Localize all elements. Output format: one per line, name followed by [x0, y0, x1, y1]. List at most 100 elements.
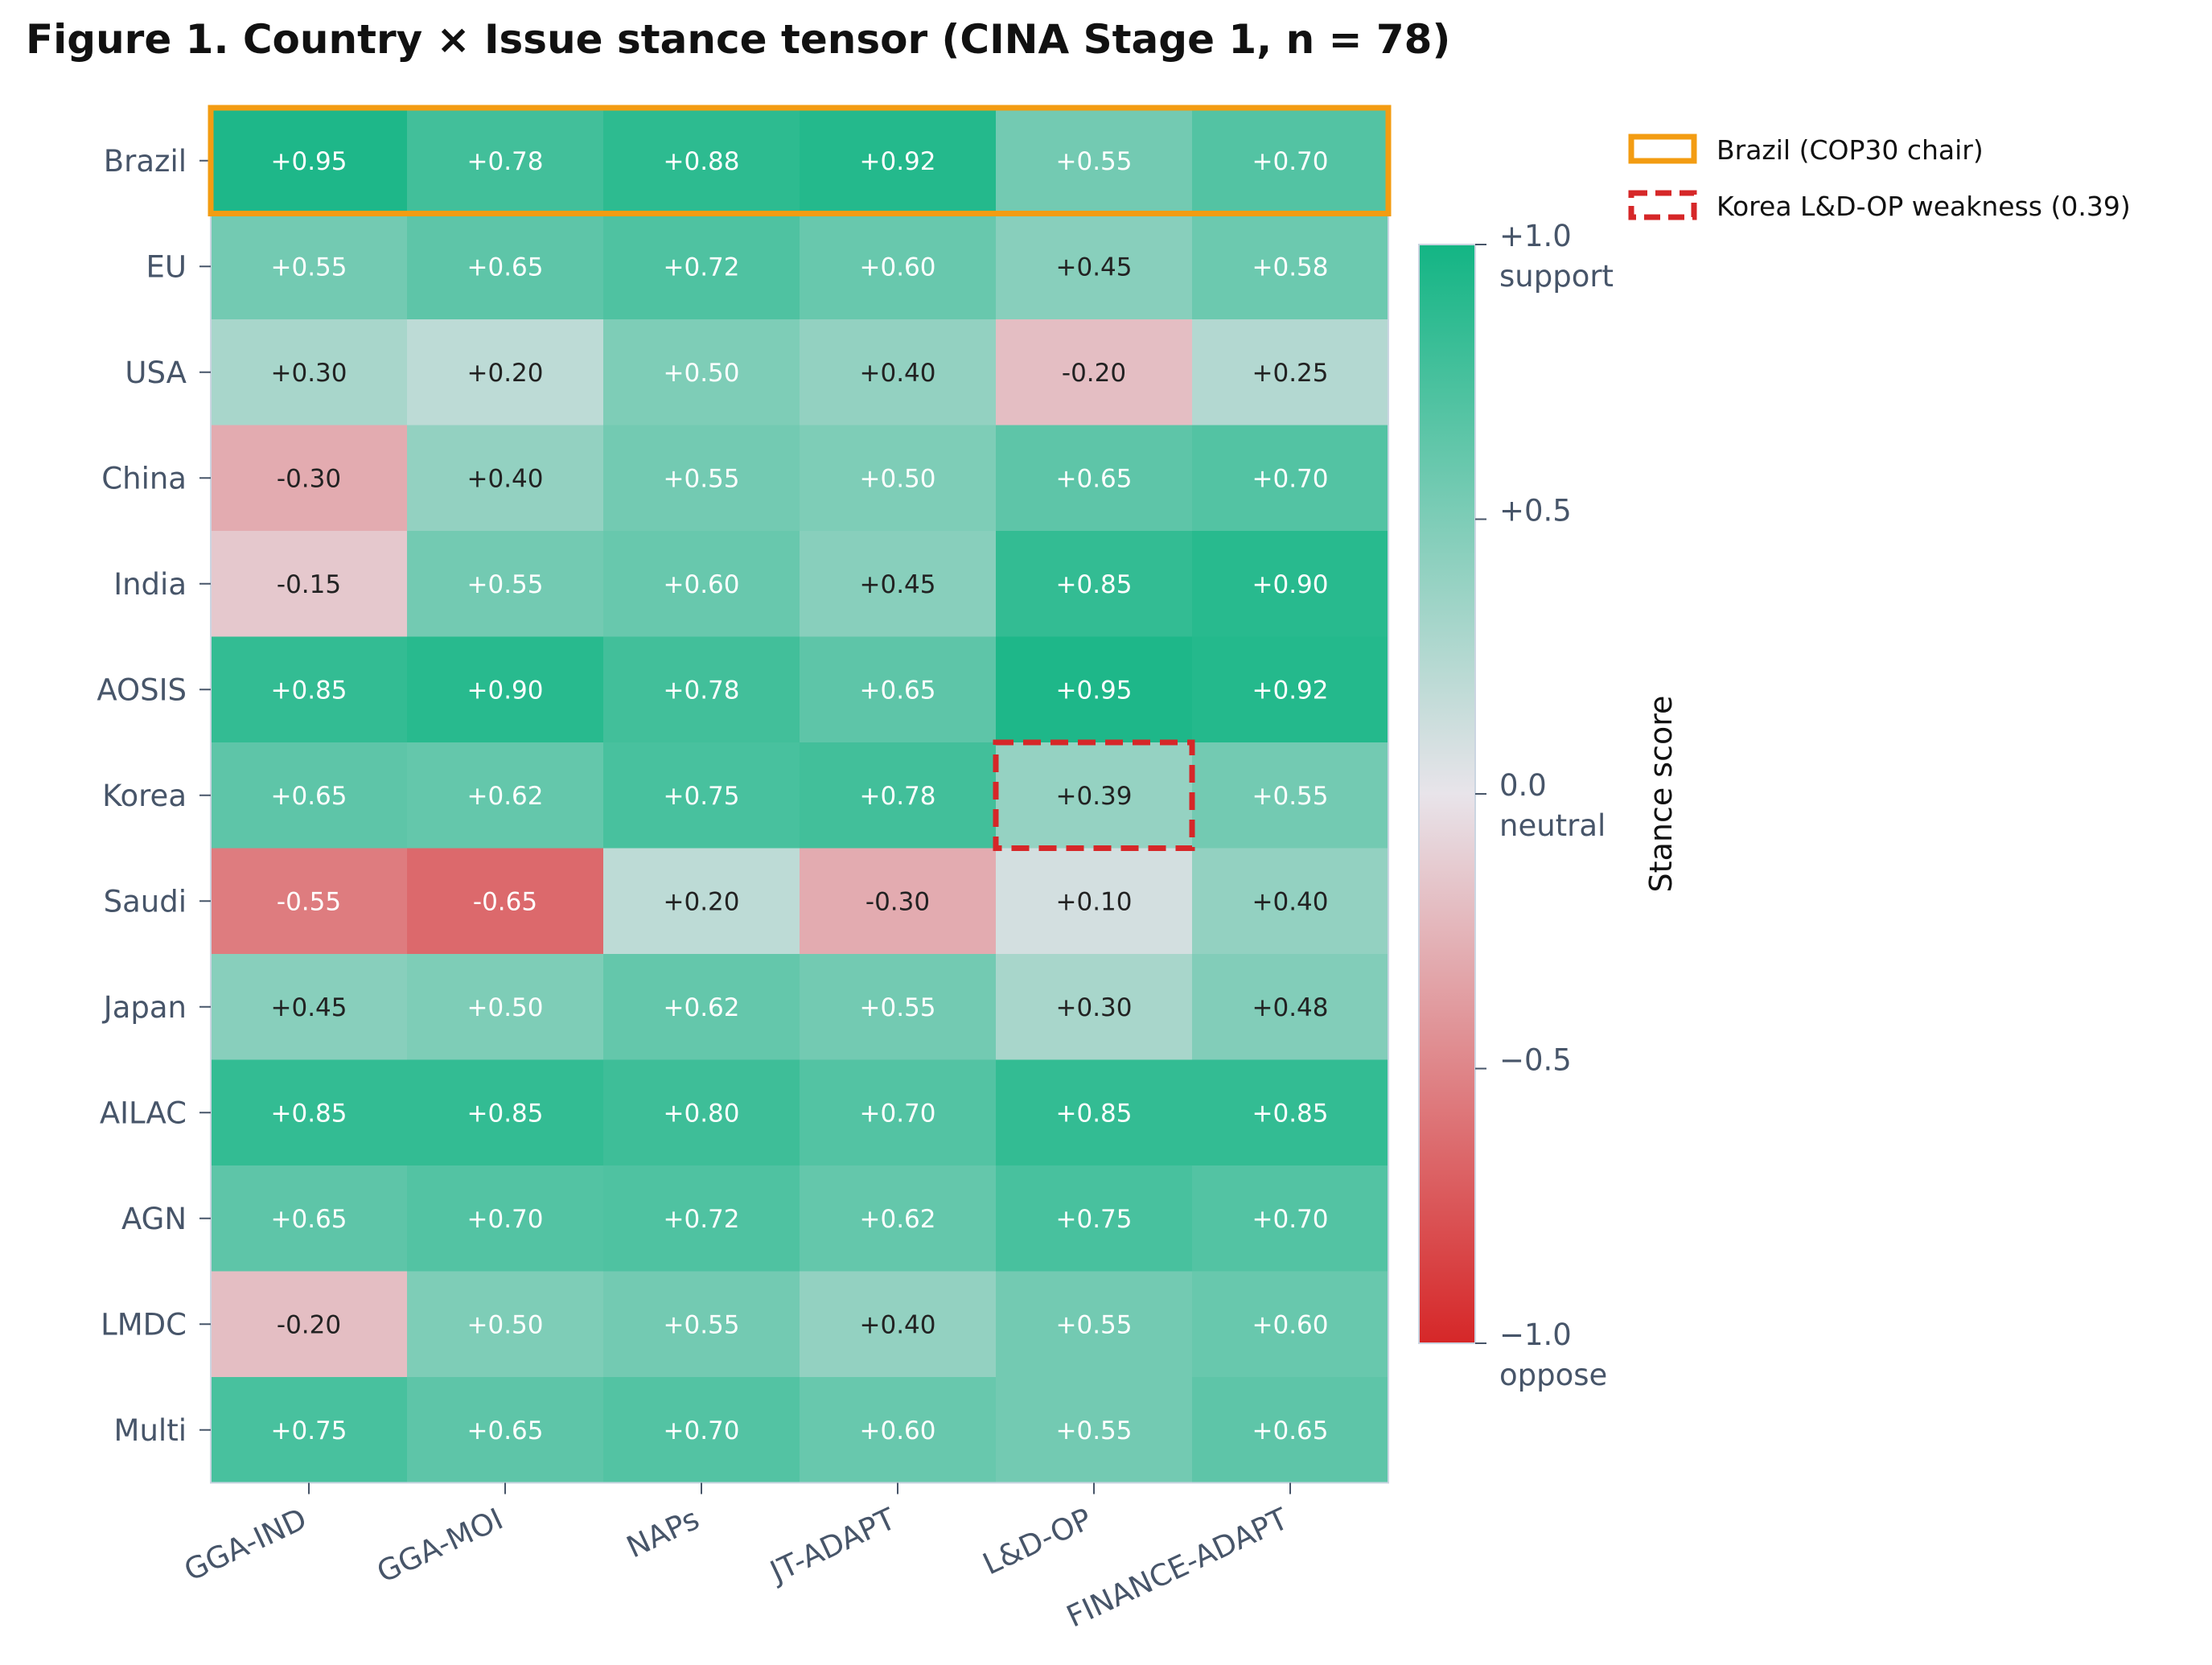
heatmap-cell: [1192, 213, 1389, 320]
y-tick-label: China: [101, 461, 187, 495]
legend-entry-brazil-label: Brazil (COP30 chair): [1717, 134, 1984, 166]
cell-value-label: +0.65: [860, 676, 936, 705]
heatmap-cell: [800, 954, 997, 1060]
cell-value-label: +0.75: [271, 1416, 347, 1445]
colorbar-label: Stance score: [1643, 696, 1679, 893]
heatmap-cell: [800, 848, 997, 955]
heatmap-cell: [800, 1271, 997, 1378]
heatmap-cell: [407, 742, 604, 849]
heatmap-cell: [800, 531, 997, 637]
cell-value-label: +0.39: [1056, 782, 1133, 811]
cell-value-label: +0.75: [664, 782, 740, 811]
heatmap-cell: [211, 1377, 408, 1483]
heatmap-cell: [1192, 848, 1389, 955]
heatmap-cell: [407, 1377, 604, 1483]
heatmap-cell: [1192, 1166, 1389, 1272]
heatmap-cell: [603, 848, 800, 955]
y-tick-label: India: [113, 567, 187, 602]
cell-value-label: +0.10: [1056, 887, 1133, 916]
cell-value-label: +0.70: [1252, 464, 1329, 493]
cell-value-label: +0.95: [1056, 676, 1133, 705]
colorbar-gradient: [1418, 244, 1476, 1344]
heatmap-cell: [800, 108, 997, 214]
cell-value-label: +0.85: [271, 1099, 347, 1128]
heatmap-cell: [800, 1166, 997, 1272]
x-tick-label: GGA-MOI: [372, 1502, 508, 1590]
heatmap-cell: [996, 319, 1193, 426]
colorbar-tick-label: 0.0: [1499, 768, 1547, 803]
cell-value-label: +0.65: [467, 1416, 544, 1445]
cell-value-label: +0.70: [664, 1416, 740, 1445]
heatmap-cell: [1192, 1059, 1389, 1166]
cell-value-label: +0.40: [860, 1310, 936, 1339]
heatmap-cell: [407, 848, 604, 955]
heatmap-cell: [800, 742, 997, 849]
cell-value-label: +0.30: [1056, 993, 1133, 1022]
colorbar-tick-label: +1.0: [1499, 219, 1572, 253]
heatmap-cell: [603, 108, 800, 214]
heatmap-cell: [1192, 954, 1389, 1060]
cell-value-label: +0.60: [1252, 1310, 1329, 1339]
cell-value-label: +0.85: [467, 1099, 544, 1128]
heatmap-cell: [603, 1271, 800, 1378]
y-tick-label: Multi: [114, 1413, 187, 1448]
heatmap-cell: [603, 319, 800, 426]
heatmap-cell: [996, 636, 1193, 743]
x-tick-label: FINANCE-ADAPT: [1062, 1502, 1294, 1634]
heatmap-cell: [603, 1059, 800, 1166]
heatmap-cell: [800, 636, 997, 743]
cell-value-label: +0.85: [1252, 1099, 1329, 1128]
heatmap-cell: [996, 742, 1193, 849]
heatmap-cell: [407, 531, 604, 637]
heatmap-cell: [211, 1059, 408, 1166]
heatmap-cell: [211, 425, 408, 532]
y-tick-label: Japan: [102, 990, 187, 1025]
cell-value-label: +0.40: [860, 359, 936, 388]
cell-value-label: +0.45: [271, 993, 347, 1022]
cell-value-label: +0.48: [1252, 993, 1329, 1022]
heatmap-cell: [996, 1377, 1193, 1483]
cell-value-label: +0.92: [1252, 676, 1329, 705]
heatmap-cell: [800, 319, 997, 426]
heatmap-cell: [211, 1166, 408, 1272]
cell-value-label: +0.62: [467, 782, 544, 811]
heatmap-cell: [996, 108, 1193, 214]
heatmap-cell: [1192, 319, 1389, 426]
heatmap-cells: [211, 108, 1389, 1483]
colorbar-tick-label: +0.5: [1499, 494, 1572, 528]
cell-value-label: -0.65: [473, 887, 537, 916]
heatmap-cell: [996, 848, 1193, 955]
korea-cell-highlight: [993, 739, 1195, 851]
heatmap-cell: [407, 425, 604, 532]
cell-value-label: +0.65: [271, 782, 347, 811]
cell-value-label: -0.30: [865, 887, 930, 916]
cell-value-label: +0.55: [1252, 782, 1329, 811]
colorbar-tick-sublabel: support: [1499, 259, 1614, 294]
cell-value-label: +0.85: [1056, 1099, 1133, 1128]
cell-value-label: +0.65: [467, 253, 544, 282]
cell-value-label: +0.20: [467, 359, 544, 388]
heatmap-cell: [1192, 531, 1389, 637]
cell-value-label: +0.65: [1056, 464, 1133, 493]
x-tick-label: NAPs: [621, 1502, 704, 1565]
legend-entry-brazil-swatch: [1628, 134, 1697, 164]
heatmap-cell: [603, 954, 800, 1060]
cell-value-label: +0.70: [1252, 147, 1329, 176]
colorbar-tick-label: −1.0: [1499, 1318, 1572, 1352]
heatmap-cell: [996, 1166, 1193, 1272]
cell-value-labels: +0.95 +0.78 +0.88 +0.92 +0.55 +0.70 +0.55 +0.65…: [271, 147, 1329, 1445]
cell-value-label: +0.55: [271, 253, 347, 282]
heatmap-cell: [407, 213, 604, 320]
heatmap-cell: [603, 531, 800, 637]
cell-value-label: +0.50: [860, 464, 936, 493]
legend-entry-korea-swatch: [1628, 190, 1697, 220]
heatmap-cell: [1192, 742, 1389, 849]
x-tick-label: GGA-IND: [179, 1502, 312, 1589]
cell-value-label: +0.65: [1252, 1416, 1329, 1445]
cell-value-label: +0.40: [467, 464, 544, 493]
colorbar-tick-label: −0.5: [1499, 1043, 1572, 1078]
cell-value-label: +0.78: [664, 676, 740, 705]
heatmap-cell: [211, 1271, 408, 1378]
cell-value-label: +0.90: [467, 676, 544, 705]
